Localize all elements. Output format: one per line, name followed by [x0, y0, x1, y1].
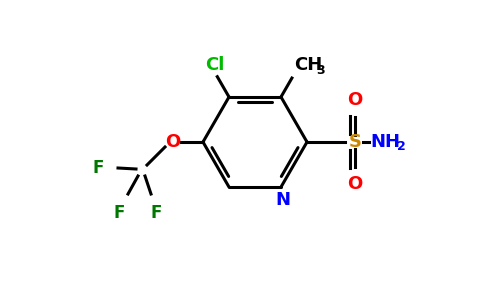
- Text: O: O: [348, 91, 363, 109]
- Text: NH: NH: [370, 133, 400, 151]
- Text: F: F: [151, 204, 162, 222]
- Text: S: S: [348, 133, 362, 151]
- Text: N: N: [275, 191, 290, 209]
- Text: O: O: [348, 175, 363, 193]
- Text: Cl: Cl: [206, 56, 225, 74]
- Text: F: F: [113, 204, 125, 222]
- Text: F: F: [92, 159, 104, 177]
- Text: O: O: [166, 133, 181, 151]
- Text: 3: 3: [316, 64, 325, 77]
- Text: CH: CH: [294, 56, 322, 74]
- Text: 2: 2: [397, 140, 406, 152]
